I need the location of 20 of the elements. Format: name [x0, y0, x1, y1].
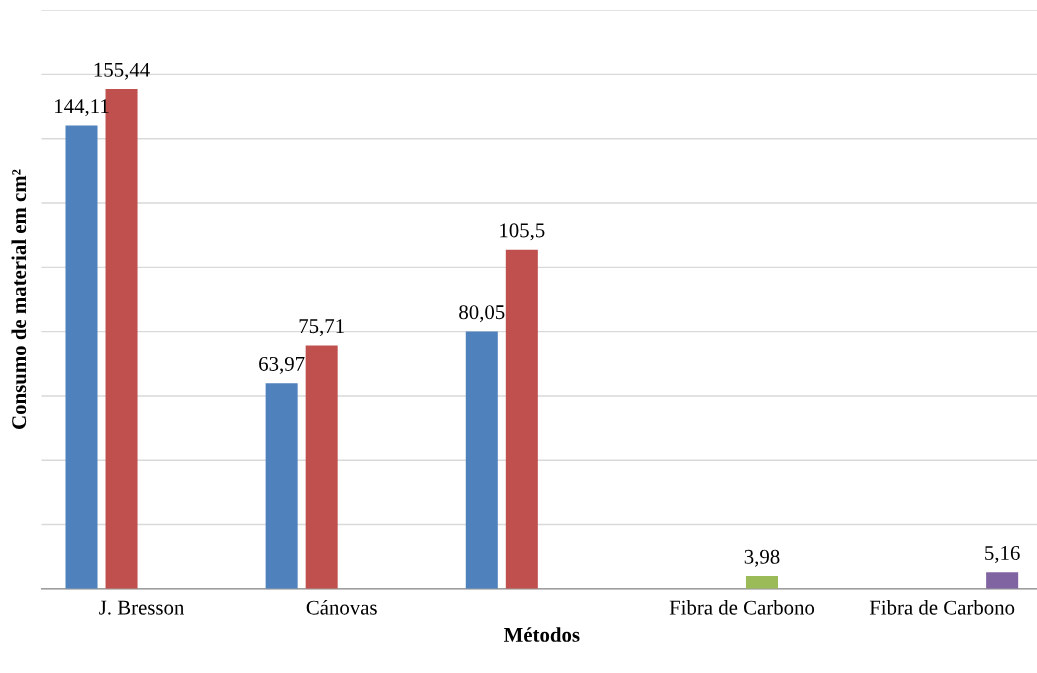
x-axis-title: Métodos: [504, 627, 580, 642]
data-label: 5,16: [985, 546, 1020, 564]
bar: [505, 249, 538, 589]
y-axis-title: Consumo de material em cm²: [11, 169, 27, 429]
x-tick-label: Fibra de Carbono: [869, 599, 1015, 615]
bar: [65, 125, 98, 589]
bar: [986, 572, 1019, 589]
data-label: 155,44: [94, 62, 150, 80]
data-label: 63,97: [259, 356, 305, 374]
data-label: 80,05: [459, 305, 505, 323]
data-label: 3,98: [744, 549, 780, 567]
x-tick-label: Fibra de Carbono: [669, 599, 815, 615]
x-tick-label: Cánovas: [306, 599, 377, 615]
x-tick-label: J. Bresson: [99, 600, 185, 615]
data-label: 75,71: [299, 319, 344, 337]
bar: [745, 576, 778, 589]
bar: [465, 331, 498, 589]
data-label: 105,5: [500, 223, 545, 241]
bar: [305, 345, 338, 589]
bar: [265, 383, 298, 589]
